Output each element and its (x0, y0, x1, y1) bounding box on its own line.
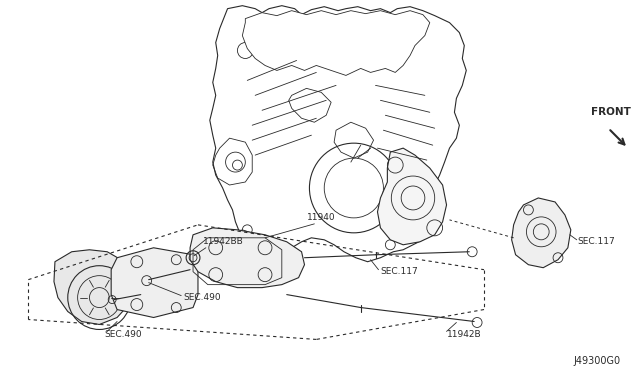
Text: SEC.490: SEC.490 (104, 330, 142, 339)
Text: 11940: 11940 (307, 214, 335, 222)
Text: FRONT: FRONT (591, 107, 630, 117)
Polygon shape (243, 11, 430, 76)
Text: 11942BB: 11942BB (203, 237, 244, 246)
Polygon shape (378, 148, 447, 245)
Polygon shape (190, 228, 305, 288)
Polygon shape (111, 248, 198, 318)
Text: SEC.117: SEC.117 (380, 267, 418, 276)
Polygon shape (511, 198, 571, 268)
Polygon shape (54, 250, 134, 324)
Polygon shape (210, 6, 467, 262)
Text: SEC.117: SEC.117 (578, 237, 616, 246)
Text: J49300G0: J49300G0 (573, 356, 620, 366)
Text: 11942B: 11942B (447, 330, 481, 339)
Text: SEC.490: SEC.490 (183, 293, 221, 302)
